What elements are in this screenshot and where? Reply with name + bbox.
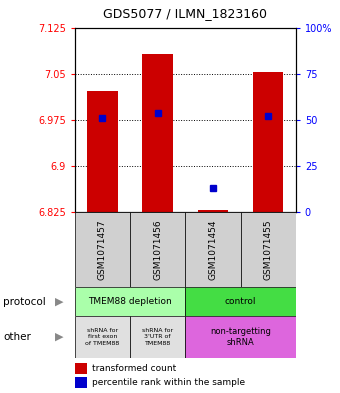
Bar — [75, 212, 130, 287]
Bar — [185, 287, 296, 316]
Bar — [142, 54, 173, 212]
Text: percentile rank within the sample: percentile rank within the sample — [92, 378, 245, 387]
Text: ▶: ▶ — [55, 332, 64, 342]
Text: GDS5077 / ILMN_1823160: GDS5077 / ILMN_1823160 — [103, 7, 267, 20]
Text: ▶: ▶ — [55, 297, 64, 307]
Text: GSM1071457: GSM1071457 — [98, 219, 107, 280]
Text: non-targetting
shRNA: non-targetting shRNA — [210, 327, 271, 347]
Text: GSM1071455: GSM1071455 — [264, 219, 273, 280]
Bar — [185, 212, 241, 287]
Bar — [185, 316, 296, 358]
Bar — [75, 376, 87, 387]
Bar — [198, 210, 228, 212]
Bar — [87, 91, 118, 212]
Text: transformed count: transformed count — [92, 364, 177, 373]
Text: GSM1071456: GSM1071456 — [153, 219, 162, 280]
Text: GSM1071454: GSM1071454 — [208, 219, 217, 280]
Text: shRNA for
first exon
of TMEM88: shRNA for first exon of TMEM88 — [85, 328, 120, 346]
Text: control: control — [225, 297, 256, 306]
Bar — [75, 316, 130, 358]
Bar — [253, 72, 283, 212]
Text: other: other — [3, 332, 31, 342]
Text: TMEM88 depletion: TMEM88 depletion — [88, 297, 172, 306]
Bar — [241, 212, 296, 287]
Text: shRNA for
3'UTR of
TMEM88: shRNA for 3'UTR of TMEM88 — [142, 328, 173, 346]
Bar — [75, 287, 185, 316]
Bar — [130, 316, 185, 358]
Bar — [75, 363, 87, 374]
Text: protocol: protocol — [3, 297, 46, 307]
Bar — [130, 212, 185, 287]
